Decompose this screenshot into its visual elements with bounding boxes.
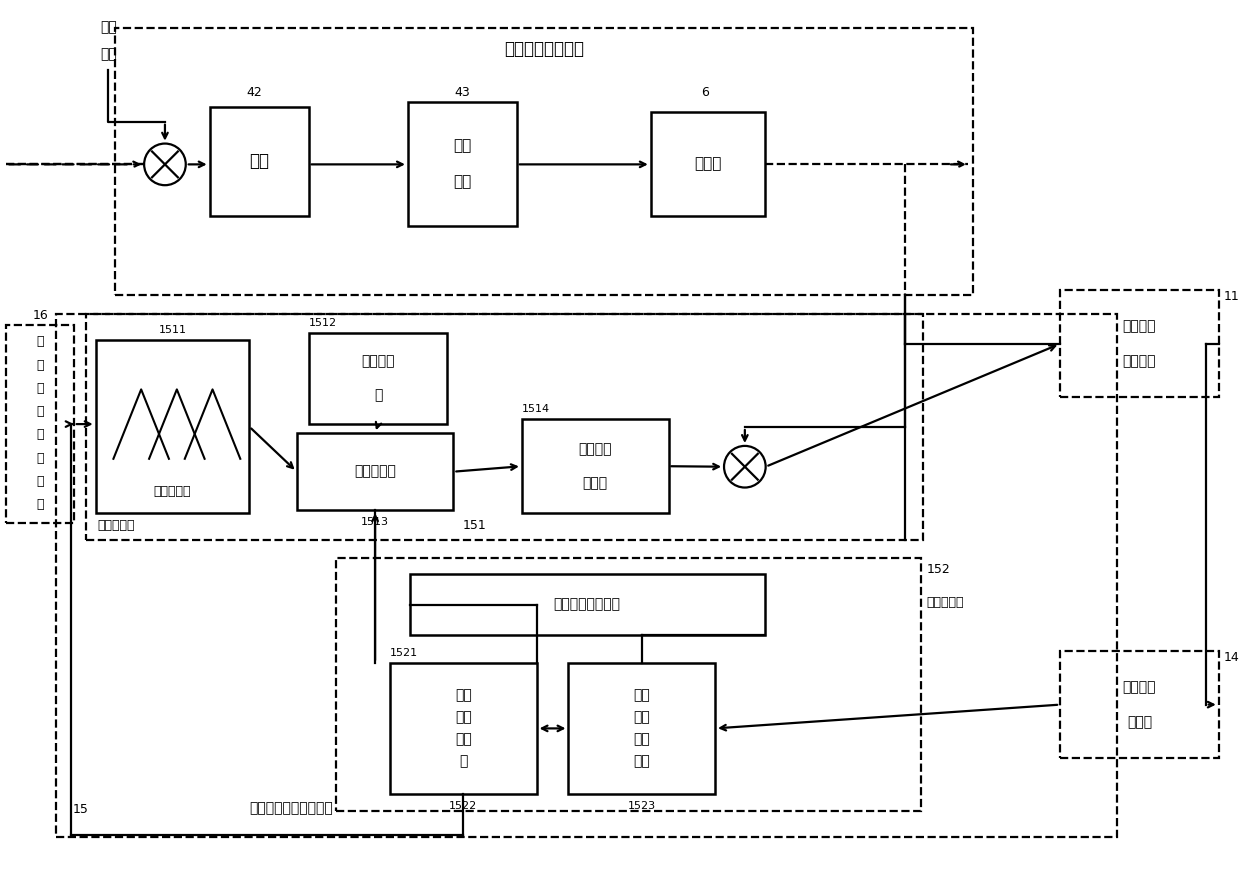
Text: 自适应模块: 自适应模块: [927, 595, 964, 608]
Text: 模糊逼近器: 模糊逼近器: [98, 519, 135, 532]
Text: 1511: 1511: [159, 325, 186, 335]
Text: 储: 储: [36, 475, 43, 488]
Text: 器: 器: [36, 381, 43, 395]
Text: 装置: 装置: [453, 174, 472, 189]
Text: 自适: 自适: [455, 689, 472, 703]
Text: 43: 43: [455, 85, 471, 98]
Text: 存: 存: [36, 452, 43, 465]
FancyBboxPatch shape: [408, 102, 517, 226]
Text: 机械臂动态模糊逼近器: 机械臂动态模糊逼近器: [249, 801, 333, 816]
Text: 参数: 参数: [633, 689, 650, 703]
Text: 1514: 1514: [522, 404, 550, 415]
Text: 1521: 1521: [390, 648, 418, 658]
Text: 1513: 1513: [361, 517, 389, 527]
FancyBboxPatch shape: [569, 663, 715, 794]
Text: 存储: 存储: [455, 733, 472, 746]
Text: 控: 控: [36, 335, 43, 348]
Text: 发生单元: 发生单元: [1123, 355, 1156, 368]
Text: 随机: 随机: [100, 21, 116, 35]
FancyBboxPatch shape: [522, 419, 669, 514]
Text: 1522: 1522: [450, 800, 477, 811]
Text: 单值模糊器: 单值模糊器: [154, 485, 191, 498]
Text: 电机: 电机: [249, 152, 269, 170]
Text: 6: 6: [701, 85, 709, 98]
FancyBboxPatch shape: [297, 433, 453, 510]
Text: 储器: 储器: [633, 754, 650, 768]
Text: 模糊规则: 模糊规则: [362, 355, 395, 368]
Text: 变: 变: [36, 405, 43, 418]
Text: 42: 42: [247, 85, 261, 98]
FancyBboxPatch shape: [209, 107, 309, 216]
FancyBboxPatch shape: [390, 663, 536, 794]
Text: 1523: 1523: [628, 800, 655, 811]
FancyBboxPatch shape: [309, 333, 447, 424]
Text: 值存: 值存: [633, 733, 650, 746]
FancyBboxPatch shape: [410, 574, 764, 635]
Text: 传动: 传动: [453, 138, 472, 154]
Text: 控制信号: 控制信号: [1123, 319, 1156, 333]
Text: 14: 14: [1224, 651, 1239, 664]
Text: 152: 152: [927, 563, 950, 576]
Text: 11: 11: [1224, 290, 1239, 303]
Text: 调整: 调整: [633, 711, 650, 725]
Text: 应律: 应律: [455, 711, 472, 725]
Text: 16: 16: [32, 308, 48, 322]
Text: 151: 151: [462, 519, 486, 532]
Text: 15: 15: [73, 803, 89, 816]
Text: 制: 制: [36, 359, 43, 372]
Text: 乘积推理机: 乘积推理机: [354, 465, 396, 479]
Text: 量: 量: [36, 428, 43, 441]
Text: 扰动: 扰动: [100, 47, 116, 62]
Text: 器: 器: [36, 499, 43, 511]
Text: 计算机运: 计算机运: [1123, 680, 1156, 693]
Text: 待逼近非线性系统: 待逼近非线性系统: [504, 40, 584, 58]
Text: 参数初始值存储器: 参数初始值存储器: [554, 598, 621, 612]
FancyBboxPatch shape: [95, 340, 249, 514]
Text: 库: 库: [374, 388, 383, 402]
Text: 器: 器: [460, 754, 467, 768]
Circle shape: [724, 446, 766, 488]
FancyBboxPatch shape: [650, 112, 764, 216]
Text: 中心平均: 中心平均: [579, 442, 612, 456]
Text: 解模器: 解模器: [582, 476, 607, 490]
Text: 机械臂: 机械臂: [694, 156, 721, 171]
Circle shape: [144, 143, 186, 185]
Text: 1512: 1512: [309, 318, 337, 328]
Text: 算单元: 算单元: [1126, 715, 1152, 729]
